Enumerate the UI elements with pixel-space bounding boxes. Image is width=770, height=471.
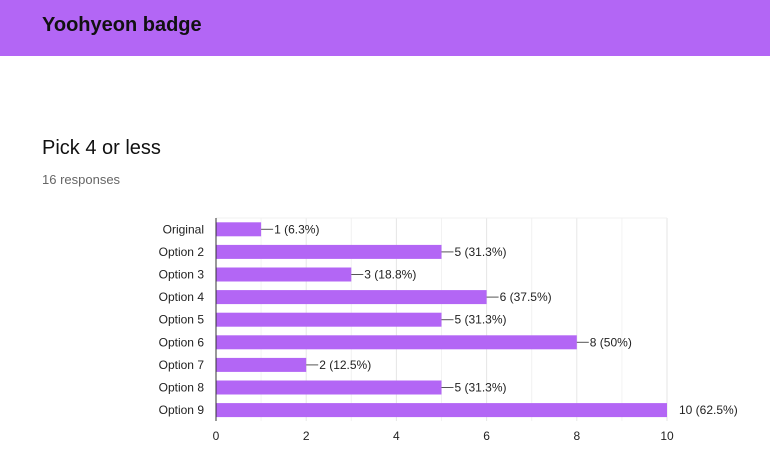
- value-label: 5 (31.3%): [455, 381, 507, 395]
- category-label: Option 7: [159, 358, 205, 372]
- bar: [216, 267, 352, 282]
- value-label: 5 (31.3%): [455, 313, 507, 327]
- category-label: Option 8: [159, 381, 205, 395]
- category-label: Option 6: [159, 335, 205, 349]
- category-label: Option 9: [159, 403, 205, 417]
- value-label: 8 (50%): [590, 335, 632, 349]
- bar: [216, 312, 442, 327]
- category-label: Option 4: [159, 290, 205, 304]
- form-header: Yoohyeon badge: [0, 0, 770, 56]
- bar: [216, 335, 577, 350]
- bar: [216, 222, 262, 237]
- value-label: 2 (12.5%): [319, 358, 371, 372]
- form-title: Yoohyeon badge: [42, 14, 202, 36]
- bar: [216, 290, 487, 305]
- x-tick-label: 8: [573, 429, 580, 443]
- category-label: Option 5: [159, 313, 205, 327]
- bar: [216, 357, 307, 372]
- category-label: Option 2: [159, 245, 205, 259]
- x-tick-label: 0: [213, 429, 220, 443]
- x-tick-label: 4: [393, 429, 400, 443]
- value-label: 10 (62.5%): [679, 403, 738, 417]
- value-label: 3 (18.8%): [364, 268, 416, 282]
- value-label: 6 (37.5%): [500, 290, 552, 304]
- value-label: 1 (6.3%): [274, 222, 319, 236]
- response-count: 16 responses: [42, 172, 121, 187]
- question-title: Pick 4 or less: [42, 137, 161, 159]
- value-label: 5 (31.3%): [455, 245, 507, 259]
- category-label: Option 3: [159, 268, 205, 282]
- category-label: Original: [163, 222, 204, 236]
- x-tick-label: 10: [660, 429, 674, 443]
- x-tick-label: 2: [303, 429, 310, 443]
- x-tick-label: 6: [483, 429, 490, 443]
- bar: [216, 244, 442, 259]
- bar: [216, 380, 442, 395]
- bar: [216, 403, 667, 418]
